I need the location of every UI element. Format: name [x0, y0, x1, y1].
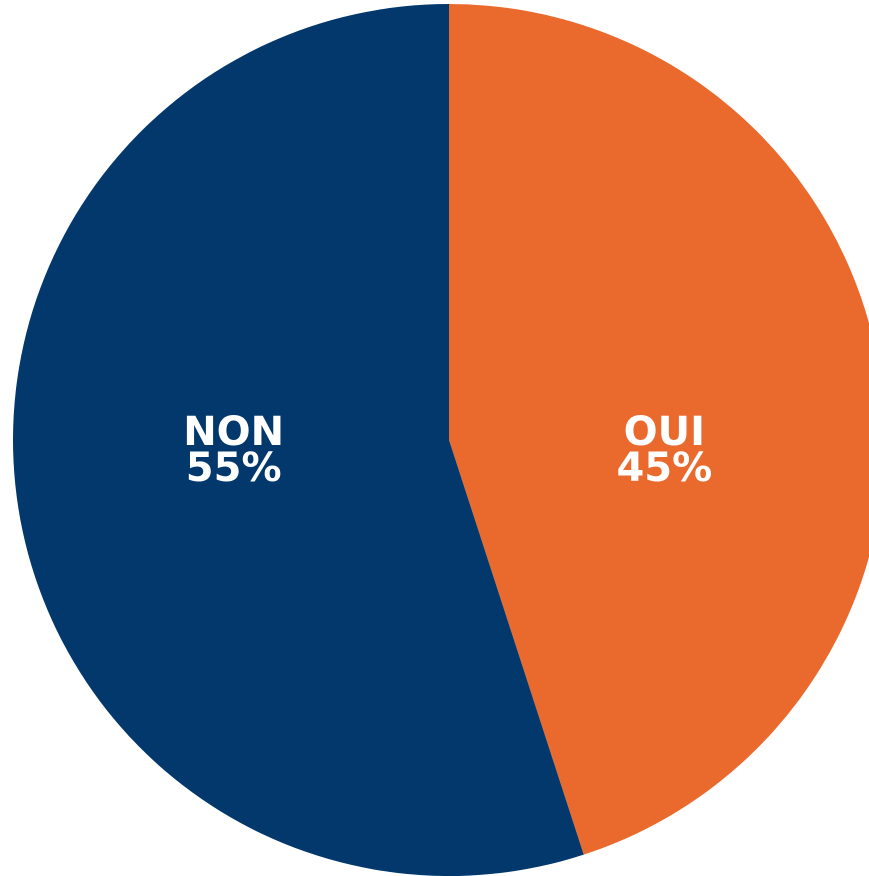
- pie-slice: [13, 4, 584, 876]
- slice-category-label: OUI: [624, 409, 705, 455]
- slice-category-label: NON: [183, 409, 284, 455]
- pie-slice: [449, 4, 869, 855]
- slice-value-label: 45%: [616, 445, 712, 491]
- slice-value-label: 55%: [186, 445, 282, 491]
